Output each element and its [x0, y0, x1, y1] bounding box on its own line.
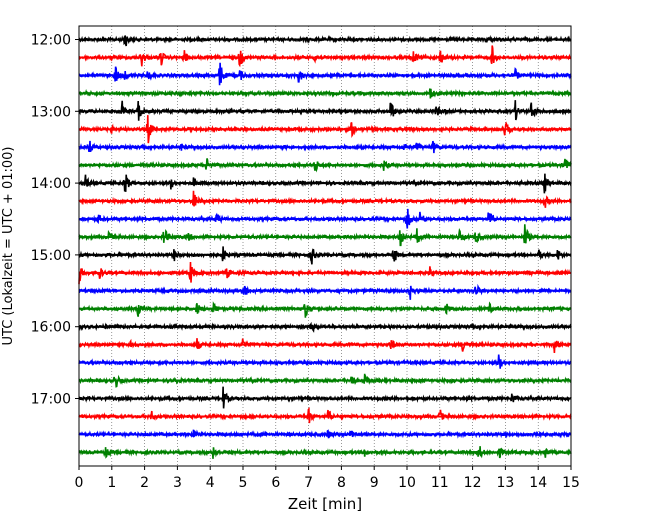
x-tick-label: 12 — [464, 475, 482, 491]
x-tick-label: 15 — [562, 475, 580, 491]
plot-frame — [78, 25, 572, 467]
x-tick-label: 5 — [239, 475, 248, 491]
vertical-grid — [111, 26, 539, 466]
x-tick-label: 6 — [271, 475, 280, 491]
trace-1415 — [78, 190, 572, 208]
y-tick-label: 15:00 — [31, 248, 71, 264]
x-tick-label: 4 — [206, 475, 215, 491]
x-tick-label: 9 — [370, 475, 379, 491]
x-tick-label: 1 — [107, 475, 116, 491]
x-tick-label: 7 — [304, 475, 313, 491]
x-axis-label: Zeit [min] — [288, 495, 362, 513]
y-axis-label: UTC (Lokalzeit = UTC + 01:00) — [1, 147, 16, 346]
x-tick-label: 0 — [75, 475, 84, 491]
y-tick-label: 17:00 — [31, 392, 71, 408]
seismic-traces — [78, 34, 572, 459]
x-tick-label: 13 — [496, 475, 514, 491]
x-axis-ticks: 0 1 2 3 4 5 6 7 8 9 10 11 12 13 14 15 — [75, 466, 580, 491]
x-tick-label: 10 — [398, 475, 416, 491]
x-tick-label: 11 — [431, 475, 449, 491]
trace-1530 — [78, 283, 572, 300]
y-axis-ticks: 12:00 13:00 14:00 15:00 16:00 17:00 — [31, 33, 79, 408]
x-tick-label: 8 — [337, 475, 346, 491]
trace-1445 — [78, 224, 572, 247]
x-tick-label: 3 — [173, 475, 182, 491]
trace-1230 — [78, 62, 572, 86]
y-tick-label: 12:00 — [31, 33, 71, 49]
trace-1200 — [78, 34, 572, 47]
y-tick-label: 14:00 — [31, 176, 71, 192]
x-tick-label: 14 — [529, 475, 547, 491]
x-tick-label: 2 — [140, 475, 149, 491]
trace-1215 — [78, 45, 572, 68]
y-tick-label: 16:00 — [31, 320, 71, 336]
trace-1545 — [78, 301, 572, 318]
y-tick-label: 13:00 — [31, 104, 71, 120]
